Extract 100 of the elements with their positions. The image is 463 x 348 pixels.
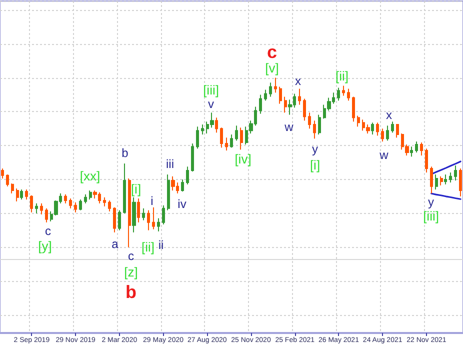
candlestick: [269, 82, 272, 98]
annotation: x: [295, 74, 301, 88]
candlestick: [318, 114, 321, 136]
annotation: [y]: [38, 238, 52, 254]
candlestick: [235, 125, 238, 142]
candlestick: [376, 122, 379, 136]
candlestick: [103, 196, 106, 207]
candlestick: [157, 218, 160, 232]
candlestick: [69, 198, 72, 209]
annotation: ii: [158, 238, 164, 252]
candlestick: [186, 166, 189, 185]
candlestick: [279, 86, 282, 104]
text: c: [128, 249, 134, 263]
candlestick: [440, 176, 443, 186]
candlestick: [391, 121, 394, 134]
candlestick: [420, 142, 423, 156]
candlestick: [20, 188, 23, 200]
candlestick: [454, 165, 457, 181]
candlestick: [342, 85, 345, 96]
text: [z]: [124, 264, 138, 280]
candlestick: [230, 134, 233, 148]
candlestick: [240, 127, 243, 150]
annotation: iii: [166, 157, 174, 171]
candlestick: [449, 172, 452, 184]
candlestick: [225, 137, 228, 151]
candlestick: [430, 166, 433, 194]
annotation: [i]: [310, 158, 320, 172]
annotation: [i]: [130, 182, 142, 196]
annotation: [ii]: [142, 240, 154, 254]
candlestick: [64, 194, 67, 204]
candlestick: [396, 124, 399, 138]
candlestick: [274, 77, 277, 94]
annotation: x: [386, 108, 392, 122]
candlestick: [108, 200, 111, 212]
candlestick: [215, 117, 218, 134]
candlestick: [313, 120, 316, 140]
annotation: b: [122, 146, 129, 160]
candlestick: [425, 148, 428, 174]
candlestick: [89, 190, 92, 200]
candlestick: [40, 202, 43, 215]
candlestick: [84, 194, 87, 204]
annotation: iv: [178, 197, 186, 211]
candlestick: [137, 198, 140, 223]
candlestick: [132, 196, 136, 233]
annotation: a: [112, 237, 119, 251]
annotation: [xx]: [80, 168, 100, 184]
candlestick: [308, 112, 311, 130]
candlestick: [337, 87, 340, 102]
text: [v]: [265, 60, 279, 76]
candlestick: [415, 140, 418, 154]
annotation: [iii]: [423, 208, 439, 224]
candlestick: [142, 208, 145, 221]
candlestick: [196, 126, 199, 150]
candlestick: [118, 210, 121, 231]
annotation: w: [378, 148, 389, 162]
candlestick: [171, 176, 175, 191]
annotation: c: [45, 224, 51, 238]
annotation: y: [312, 142, 318, 156]
annotation: i: [150, 194, 154, 208]
candlestick: [444, 174, 447, 185]
candlestick: [181, 178, 184, 192]
candlestick: [167, 174, 170, 211]
candlestick: [371, 122, 374, 136]
candlestick: [201, 124, 204, 136]
candlestick: [264, 89, 267, 102]
annotation: y: [428, 195, 434, 209]
candlestick: [11, 183, 14, 194]
candlestick: [45, 208, 48, 223]
candlestick: [357, 115, 360, 128]
candlestick: [123, 163, 126, 214]
candlestick: [128, 178, 131, 248]
candlestick: [220, 127, 223, 148]
candlestick: [435, 174, 438, 190]
candlestick: [16, 188, 19, 202]
text: c: [266, 42, 278, 62]
candlestick: [347, 88, 350, 102]
candlestick: [1, 168, 4, 179]
candlestick: [162, 204, 165, 225]
candlestick: [386, 125, 389, 142]
candlestick: [152, 206, 155, 230]
candlestick: [79, 198, 82, 211]
candlestick: [6, 174, 9, 187]
candlestick: [298, 88, 301, 106]
candlestick: [35, 202, 38, 214]
annotation: w: [284, 120, 294, 134]
candlestick: [381, 128, 384, 142]
candlestick: [74, 202, 77, 213]
candlestick: [284, 96, 287, 114]
annotation: [iii]: [203, 82, 219, 98]
candlestick: [352, 96, 355, 122]
candlestick: [25, 188, 28, 200]
candlestick: [30, 194, 33, 213]
candlestick: [147, 210, 150, 231]
candlestick: [303, 98, 306, 122]
text: b: [126, 282, 136, 302]
annotation: [ii]: [336, 68, 348, 84]
candlestick: [113, 206, 116, 233]
annotation: [iv]: [234, 152, 252, 166]
candlestick: [259, 94, 262, 114]
candlestick: [191, 143, 194, 172]
